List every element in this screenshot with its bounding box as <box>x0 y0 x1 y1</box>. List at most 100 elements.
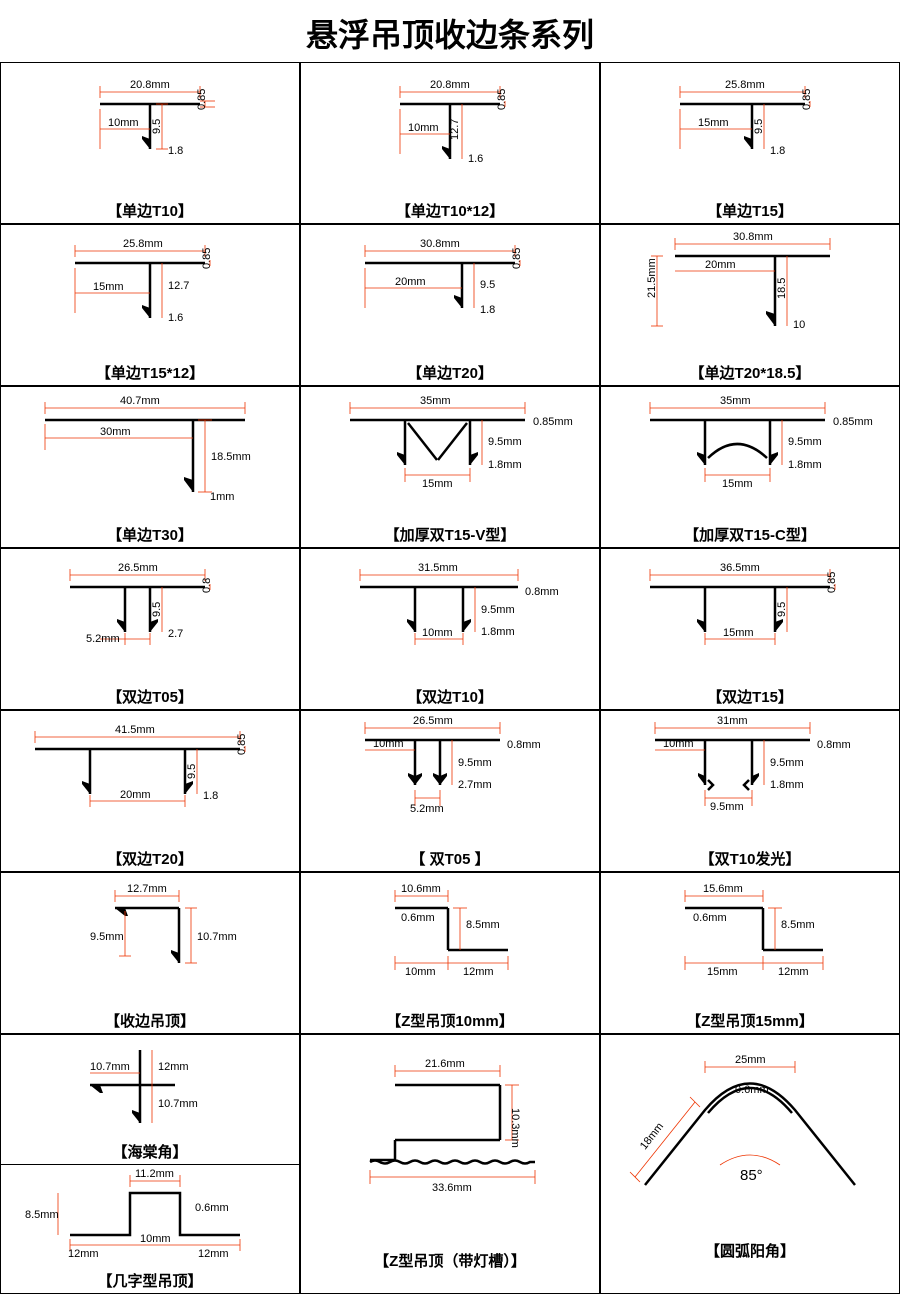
svg-text:20.8mm: 20.8mm <box>430 79 470 91</box>
svg-text:1.8: 1.8 <box>480 304 495 316</box>
svg-text:0.85: 0.85 <box>201 247 213 268</box>
svg-text:18mm: 18mm <box>638 1120 666 1151</box>
svg-text:25.8mm: 25.8mm <box>123 238 163 250</box>
svg-text:0.85: 0.85 <box>196 88 208 109</box>
svg-text:5.2mm: 5.2mm <box>410 803 444 815</box>
svg-text:10.3mm: 10.3mm <box>509 1108 521 1148</box>
svg-text:15mm: 15mm <box>93 281 124 293</box>
svg-text:1.8: 1.8 <box>770 145 785 157</box>
svg-text:9.5: 9.5 <box>186 763 198 778</box>
cell-t20x185: 30.8mm 20mm 21.5mm 18.5 10 【单边T20*18.5】 <box>600 224 900 386</box>
svg-text:12mm: 12mm <box>68 1248 99 1260</box>
svg-text:0.6mm: 0.6mm <box>693 912 727 924</box>
svg-text:12.7: 12.7 <box>449 118 461 139</box>
svg-text:10: 10 <box>793 319 805 331</box>
svg-text:30.8mm: 30.8mm <box>420 238 460 250</box>
svg-text:20.8mm: 20.8mm <box>130 79 170 91</box>
svg-text:12.7: 12.7 <box>168 280 189 292</box>
svg-text:31.5mm: 31.5mm <box>418 562 458 574</box>
svg-text:9.5mm: 9.5mm <box>481 604 515 616</box>
svg-text:9.5mm: 9.5mm <box>788 436 822 448</box>
svg-text:15.6mm: 15.6mm <box>703 883 743 895</box>
svg-text:1.6: 1.6 <box>168 312 183 324</box>
svg-text:1.8mm: 1.8mm <box>481 626 515 638</box>
svg-text:10mm: 10mm <box>140 1233 171 1245</box>
svg-text:10mm: 10mm <box>373 738 404 750</box>
cell-jizi: 11.2mm 8.5mm 0.6mm 10mm 12mm 12mm 【几字型吊顶… <box>0 1164 300 1294</box>
svg-text:10mm: 10mm <box>108 117 139 129</box>
svg-text:0.85: 0.85 <box>801 88 813 109</box>
svg-text:1.8: 1.8 <box>203 790 218 802</box>
svg-text:12mm: 12mm <box>158 1061 189 1073</box>
svg-text:0.6mm: 0.6mm <box>195 1202 229 1214</box>
svg-text:10mm: 10mm <box>422 627 453 639</box>
svg-text:35mm: 35mm <box>420 395 451 407</box>
cell-t20: 30.8mm 20mm 9.5 0.85 1.8 【单边T20】 <box>300 224 600 386</box>
cell-d10: 31.5mm 10mm 9.5mm 0.8mm 1.8mm 【双边T10】 <box>300 548 600 710</box>
cell-z10: 10.6mm 0.6mm 8.5mm 10mm 12mm 【Z型吊顶10mm】 <box>300 872 600 1034</box>
svg-text:10.6mm: 10.6mm <box>401 883 441 895</box>
svg-text:15mm: 15mm <box>422 478 453 490</box>
svg-text:8.5mm: 8.5mm <box>781 919 815 931</box>
svg-text:0.85: 0.85 <box>496 88 508 109</box>
svg-text:9.5mm: 9.5mm <box>770 757 804 769</box>
svg-text:1mm: 1mm <box>210 491 234 503</box>
cell-dt05: 26.5mm 10mm 5.2mm 9.5mm 0.8mm 2.7mm 【 双T… <box>300 710 600 872</box>
cell-ht: 10.7mm 12mm 10.7mm 【海棠角】 <box>0 1034 300 1164</box>
svg-text:0.85: 0.85 <box>236 733 248 754</box>
cell-t10x12: 20.8mm 10mm 12.7 0.85 1.6 【单边T10*12】 <box>300 62 600 224</box>
svg-text:9.5: 9.5 <box>776 601 788 616</box>
svg-text:20mm: 20mm <box>395 276 426 288</box>
svg-text:36.5mm: 36.5mm <box>720 562 760 574</box>
svg-text:9.5mm: 9.5mm <box>458 757 492 769</box>
svg-text:15mm: 15mm <box>707 966 738 978</box>
svg-text:12mm: 12mm <box>463 966 494 978</box>
svg-text:5.2mm: 5.2mm <box>86 633 120 645</box>
svg-text:26.5mm: 26.5mm <box>413 715 453 727</box>
svg-text:8.5mm: 8.5mm <box>466 919 500 931</box>
svg-text:12mm: 12mm <box>198 1248 229 1260</box>
svg-text:20mm: 20mm <box>705 259 736 271</box>
cell-edge: 12.7mm 9.5mm 10.7mm 【收边吊顶】 <box>0 872 300 1034</box>
svg-text:18.5: 18.5 <box>776 277 788 298</box>
svg-text:21.5mm: 21.5mm <box>646 258 658 298</box>
svg-text:0.85mm: 0.85mm <box>833 416 873 428</box>
cell-t15x12: 25.8mm 15mm 12.7 0.85 1.6 【单边T15*12】 <box>0 224 300 386</box>
svg-text:1.8: 1.8 <box>168 145 183 157</box>
svg-text:25.8mm: 25.8mm <box>725 79 765 91</box>
cell-dc15: 35mm 15mm 0.85mm 9.5mm 1.8mm 【加厚双T15-C型】 <box>600 386 900 548</box>
svg-text:15mm: 15mm <box>698 117 729 129</box>
cell-t10: 20.8mm 10mm 9.5 0.85 1.8 【单边T10】 <box>0 62 300 224</box>
svg-text:1.6: 1.6 <box>468 153 483 165</box>
svg-text:12.7mm: 12.7mm <box>127 883 167 895</box>
svg-text:0.8mm: 0.8mm <box>507 739 541 751</box>
svg-text:33.6mm: 33.6mm <box>432 1182 472 1194</box>
svg-text:18.5mm: 18.5mm <box>211 451 251 463</box>
svg-text:9.5mm: 9.5mm <box>90 931 124 943</box>
svg-text:8.5mm: 8.5mm <box>25 1209 59 1221</box>
svg-text:9.5mm: 9.5mm <box>710 801 744 813</box>
page-title: 悬浮吊顶收边条系列 <box>0 0 900 62</box>
svg-text:0.6mm: 0.6mm <box>401 912 435 924</box>
cell-t30: 40.7mm 30mm 18.5mm 1mm 【单边T30】 <box>0 386 300 548</box>
svg-text:9.5mm: 9.5mm <box>488 436 522 448</box>
cell-d15: 36.5mm 15mm 9.5 0.85 【双边T15】 <box>600 548 900 710</box>
svg-text:10mm: 10mm <box>405 966 436 978</box>
cell-dv15: 35mm 15mm 0.85mm 9.5mm 1.8mm 【加厚双T15-V型】 <box>300 386 600 548</box>
svg-text:0.8mm: 0.8mm <box>817 739 851 751</box>
svg-text:35mm: 35mm <box>720 395 751 407</box>
svg-text:15mm: 15mm <box>723 627 754 639</box>
svg-text:11.2mm: 11.2mm <box>135 1168 174 1180</box>
svg-text:15mm: 15mm <box>722 478 753 490</box>
svg-text:1.8mm: 1.8mm <box>788 459 822 471</box>
svg-text:0.8: 0.8 <box>201 577 213 592</box>
svg-text:26.5mm: 26.5mm <box>118 562 158 574</box>
svg-text:1.8mm: 1.8mm <box>488 459 522 471</box>
svg-text:21.6mm: 21.6mm <box>425 1058 465 1070</box>
svg-text:25mm: 25mm <box>735 1054 766 1066</box>
svg-text:41.5mm: 41.5mm <box>115 724 155 736</box>
cell-d20: 41.5mm 20mm 9.5 0.85 1.8 【双边T20】 <box>0 710 300 872</box>
profile-grid: 20.8mm 10mm 9.5 0.85 1.8 【单边T10】 20.8mm … <box>0 62 900 1034</box>
svg-text:85°: 85° <box>740 1167 763 1184</box>
svg-text:0.85mm: 0.85mm <box>533 416 573 428</box>
